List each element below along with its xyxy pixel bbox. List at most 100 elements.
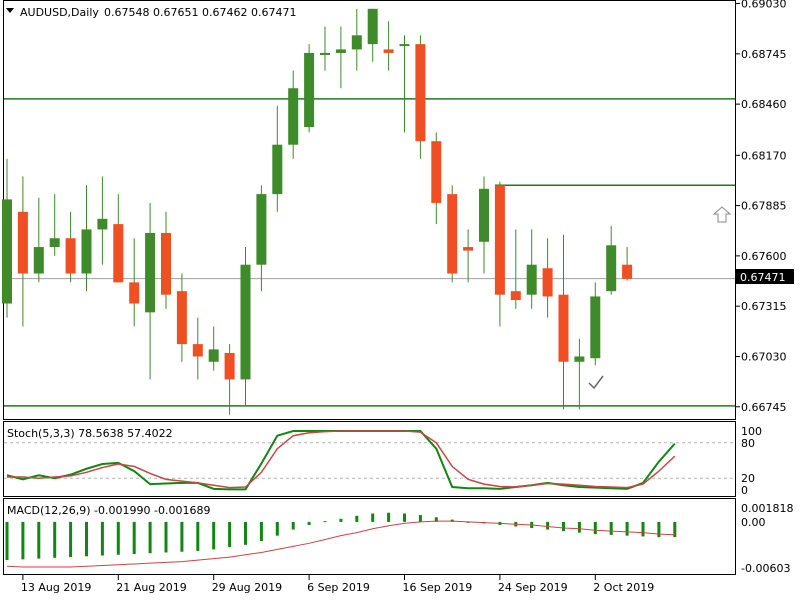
macd-histogram-bar <box>387 512 391 522</box>
candle-body <box>320 52 330 55</box>
macd-histogram-bar <box>291 521 295 530</box>
candle-body <box>288 88 299 145</box>
macd-histogram-bar <box>37 521 41 559</box>
stoch-pane-frame <box>3 421 736 497</box>
triangle-down-icon[interactable] <box>6 8 14 13</box>
candle-body <box>367 8 378 45</box>
macd-tick-label: -0.00603 <box>741 562 790 575</box>
candle-body <box>494 185 505 295</box>
candle-body <box>224 352 235 380</box>
time-tick-label: 13 Aug 2019 <box>21 581 91 594</box>
macd-histogram-bar <box>307 521 311 525</box>
macd-histogram-bar <box>164 521 168 553</box>
stoch-tick-label: 100 <box>741 425 762 438</box>
time-tick-label: 6 Sep 2019 <box>307 581 370 594</box>
candle-body <box>351 35 362 50</box>
macd-histogram-bar <box>275 521 279 536</box>
macd-histogram-bar <box>339 518 343 522</box>
candle-body <box>2 199 12 304</box>
candle-body <box>208 349 219 362</box>
candle-body <box>49 238 60 248</box>
price-tick-label: 0.67600 <box>741 250 787 263</box>
macd-histogram-bar <box>244 521 247 545</box>
macd-histogram-bar <box>53 521 57 558</box>
up-arrow-icon <box>712 206 732 223</box>
checkmark-icon <box>588 375 604 390</box>
price-tick-label: 0.68745 <box>741 48 787 61</box>
time-tick-label: 16 Sep 2019 <box>403 581 473 594</box>
macd-histogram-bar <box>228 521 232 548</box>
candle-body <box>590 296 601 359</box>
candle-body <box>510 291 521 300</box>
macd-histogram-bar <box>212 521 216 550</box>
price-pane <box>2 8 735 415</box>
macd-histogram-bar <box>116 521 120 555</box>
candle-body <box>415 44 426 142</box>
macd-histogram-bar <box>609 521 613 535</box>
candle-body <box>33 247 44 274</box>
macd-histogram-bar <box>323 521 327 523</box>
macd-histogram-bar <box>546 521 550 530</box>
candle-body <box>304 52 315 128</box>
price-tick-label: 0.67315 <box>741 300 787 313</box>
macd-pane <box>5 512 677 568</box>
axes: 0.69030 0.68745 0.68460 0.68170 0.67885 0.676… <box>21 0 794 594</box>
macd-histogram-bar <box>100 521 104 556</box>
macd-tick-label: 0.00 <box>741 516 766 529</box>
candle-body <box>574 356 585 362</box>
candle-body <box>17 211 28 274</box>
macd-tick-label: 0.001818 <box>741 502 794 515</box>
macd-title: MACD(12,26,9) -0.001990 -0.001689 <box>7 504 210 517</box>
time-tick-label: 24 Sep 2019 <box>498 581 568 594</box>
symbol-label: AUDUSD,Daily <box>20 6 99 19</box>
macd-histogram-bar <box>196 521 200 551</box>
macd-histogram-bar <box>148 521 152 554</box>
candle-body <box>431 141 442 203</box>
candle-body <box>256 194 267 265</box>
stoch-title: Stoch(5,3,3) 78.5638 57.4022 <box>7 427 173 440</box>
time-tick-label: 21 Aug 2019 <box>116 581 186 594</box>
price-tick-label: 0.66745 <box>741 401 787 414</box>
price-tick-label: 0.68460 <box>741 98 787 111</box>
macd-histogram-bar <box>21 521 25 560</box>
macd-histogram-bar <box>69 521 73 558</box>
stoch-tick-label: 0 <box>741 484 748 497</box>
stoch-tick-label: 80 <box>741 437 755 450</box>
macd-histogram-bar <box>355 515 359 522</box>
macd-histogram-bar <box>625 521 629 536</box>
price-tick-label: 0.69030 <box>741 0 787 11</box>
candle-body <box>272 144 283 195</box>
macd-histogram-bar <box>403 513 406 522</box>
macd-pane-frame <box>3 498 736 575</box>
price-tick-label: 0.67885 <box>741 200 787 213</box>
candle-body <box>463 247 474 251</box>
macd-histogram-bar <box>593 521 597 535</box>
macd-histogram-bar <box>562 521 565 532</box>
candle-body <box>479 188 489 242</box>
candle-body <box>129 282 140 304</box>
candle-body <box>240 264 251 380</box>
stochastic-pane <box>4 430 735 491</box>
candle-body <box>97 218 108 230</box>
macd-histogram-bar <box>85 521 88 557</box>
macd-signal-line <box>6 520 675 568</box>
candle-body <box>622 264 633 279</box>
macd-histogram-bar <box>673 521 677 538</box>
candle-body <box>65 238 76 274</box>
macd-histogram-bar <box>657 521 661 538</box>
stoch-tick-label: 20 <box>741 472 755 485</box>
macd-histogram-bar <box>371 513 375 522</box>
macd-histogram-bar <box>577 521 581 533</box>
candle-body <box>176 291 187 345</box>
candle-body <box>447 194 458 274</box>
candle-body <box>161 232 171 295</box>
ohlc-values: 0.67548 0.67651 0.67462 0.67471 <box>104 6 296 19</box>
macd-histogram-bar <box>132 521 136 555</box>
macd-histogram-bar <box>434 517 438 522</box>
candle-body <box>606 245 617 292</box>
candle-body <box>192 344 203 357</box>
macd-histogram-bar <box>641 521 645 537</box>
price-tick-label: 0.67030 <box>741 350 787 363</box>
candle-body <box>81 229 92 274</box>
